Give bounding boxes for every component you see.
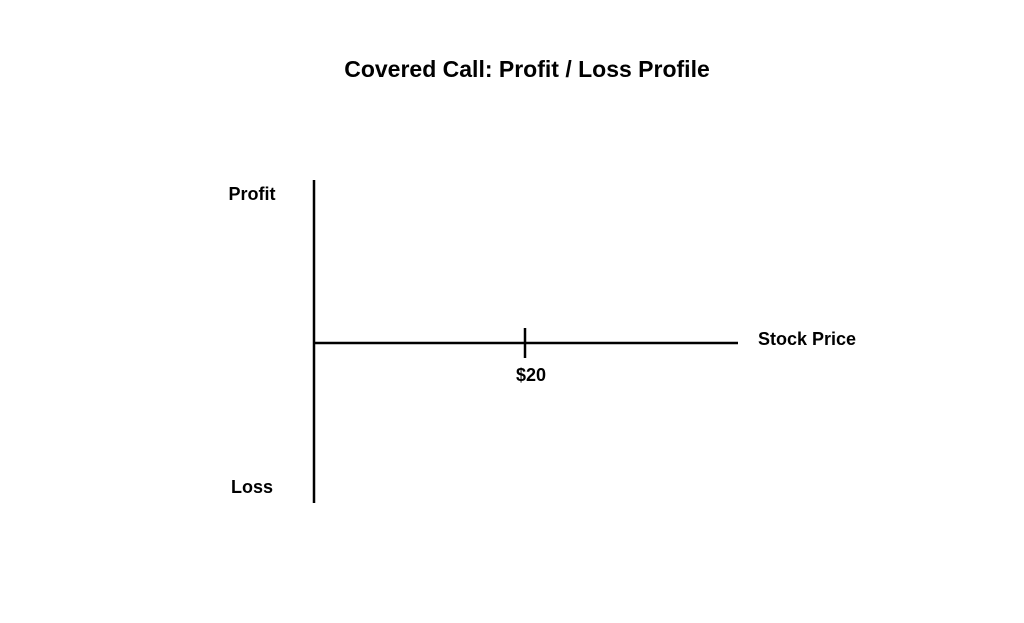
x-tick-label: $20 (516, 365, 546, 385)
x-ticks: $20 (516, 328, 546, 385)
chart-title: Covered Call: Profit / Loss Profile (344, 56, 710, 82)
y-axis-label-loss: Loss (231, 477, 273, 497)
y-axis-label-profit: Profit (229, 184, 276, 204)
x-axis-label: Stock Price (758, 329, 856, 349)
